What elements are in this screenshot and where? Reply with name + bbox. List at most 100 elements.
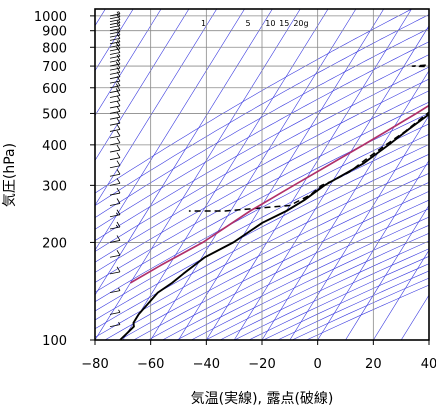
parcel-profile-line [129,104,429,284]
y-tick-label: 500 [42,107,67,122]
x-tick-label: 0 [314,357,322,372]
y-axis-title: 気圧(hPa) [2,143,18,207]
barb-half-flag [118,309,121,313]
dry-adiabat-line [95,78,429,263]
x-tick-label: −80 [81,357,108,372]
barb-shaft [109,122,121,126]
barb-flag [116,209,121,215]
isotherm-line [150,9,357,340]
barb-flag [116,169,121,175]
wind-barb [109,62,121,71]
y-tick-label: 900 [42,25,67,40]
wind-barb [109,90,121,98]
barb-flag [116,20,121,26]
barb-shaft [109,100,121,104]
y-tick-label: 600 [42,82,67,97]
barb-shaft [109,28,121,32]
barb-half-flag [118,321,121,325]
barb-flag [116,75,121,82]
barb-flag [116,152,121,158]
wind-barb [109,209,121,218]
barb-half-flag [118,53,121,57]
isotherm-line [289,114,429,340]
y-tick-label: 100 [42,334,67,349]
dry-adiabat-line [219,240,429,340]
barb-half-flag [118,19,121,23]
barb-flag [116,62,121,69]
barb-flag [116,250,121,256]
isotherm-line [373,249,429,340]
mixing-ratio-label: 1 [201,19,206,28]
dry-adiabat-line [133,191,429,340]
barb-shaft [109,182,121,186]
wind-barb [109,130,121,139]
barb-shaft [109,111,121,114]
x-axis-title: 気温(実線), 露点(破線) [191,391,334,407]
wind-barb [109,235,121,243]
wind-barb [109,67,121,75]
barb-flag [116,144,121,151]
wind-barb [109,117,121,126]
barb-shaft [109,149,121,153]
barb-shaft [109,135,121,139]
isotherm-line [95,9,190,161]
barb-flag [116,100,121,107]
barb-flag [116,58,121,65]
isotherm-line [95,9,273,296]
barb-shaft [109,19,121,23]
isotherm-line [317,159,429,340]
isotherm-line [206,9,412,340]
barb-flag [116,33,121,39]
barb-shaft [109,52,121,55]
barb-shaft [109,80,121,84]
dry-adiabat-line [104,172,429,340]
x-tick-label: −60 [137,357,164,372]
dry-adiabat-line [277,270,429,340]
isotherm-line [122,9,329,340]
barb-flag [116,124,121,130]
barb-flag [116,160,121,166]
y-tick-label: 1000 [34,10,67,25]
wind-barb [109,309,121,315]
wind-barb [109,100,121,109]
dry-adiabat-line [95,153,429,330]
axes: −80 −60 −40 −20 0 20 40 100 200 300 400 500 600 700 80… [34,10,436,372]
y-tick-label: 700 [42,60,67,75]
barb-shaft [109,90,121,93]
barb-flag [116,29,121,36]
wind-barb [109,95,121,104]
dashed-profile-line [188,64,429,212]
wind-barb [109,75,121,84]
dry-adiabat-line [95,41,429,230]
y-tick-label: 800 [42,41,67,56]
barb-flag [116,40,121,46]
isotherm-line [95,9,162,117]
barb-flag [116,137,121,144]
barb-shaft [109,105,121,109]
dry-adiabat-line [95,27,429,219]
solid-profile-line [119,113,429,340]
wind-barb [109,54,121,63]
barb-flag [116,80,121,86]
x-tick-label: 20 [365,357,382,372]
wind-barb [109,33,121,41]
y-tick-label: 400 [42,139,67,154]
dry-adiabat-line [95,112,429,293]
wind-barb [109,144,121,153]
barb-shaft [109,173,121,177]
barb-shaft [109,95,121,98]
guide-lines [95,9,429,340]
barb-shaft [109,38,121,41]
barb-shaft [109,63,121,67]
barb-half-flag [115,224,119,228]
isotherm-line [95,9,301,340]
y-tick-label: 200 [42,236,67,251]
dry-adiabat-line [95,90,429,273]
wind-barb [109,169,121,177]
barb-flag [116,266,121,273]
wind-barb [109,198,121,206]
barb-shaft [109,203,121,206]
barb-flag [116,117,121,124]
dry-adiabat-line [95,101,429,283]
